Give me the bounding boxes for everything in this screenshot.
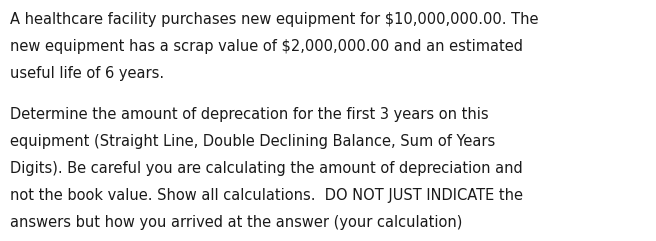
Text: Determine the amount of deprecation for the first 3 years on this: Determine the amount of deprecation for … (10, 107, 489, 122)
Text: equipment (Straight Line, Double Declining Balance, Sum of Years: equipment (Straight Line, Double Declini… (10, 134, 495, 149)
Text: new equipment has a scrap value of $2,000,000.00 and an estimated: new equipment has a scrap value of $2,00… (10, 39, 523, 54)
Text: useful life of 6 years.: useful life of 6 years. (10, 66, 164, 81)
Text: A healthcare facility purchases new equipment for $10,000,000.00. The: A healthcare facility purchases new equi… (10, 12, 539, 27)
Text: not the book value. Show all calculations.  DO NOT JUST INDICATE the: not the book value. Show all calculation… (10, 188, 523, 203)
Text: answers but how you arrived at the answer (your calculation): answers but how you arrived at the answe… (10, 215, 462, 230)
Text: Digits). Be careful you are calculating the amount of depreciation and: Digits). Be careful you are calculating … (10, 161, 523, 176)
